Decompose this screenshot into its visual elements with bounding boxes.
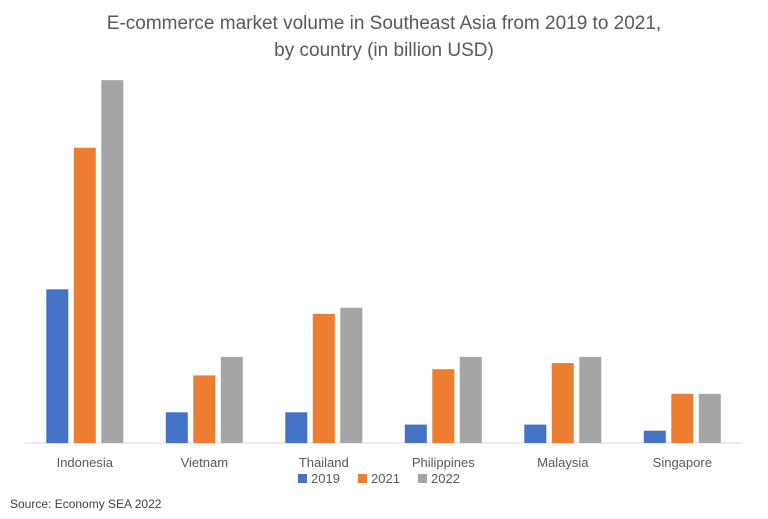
bar-malaysia-2019 — [524, 424, 547, 443]
source-note: Source: Economy SEA 2022 — [10, 497, 162, 511]
category-label-thailand: Thailand — [299, 455, 349, 470]
bar-indonesia-2022 — [101, 80, 124, 443]
chart-title: E-commerce market volume in Southeast As… — [0, 10, 768, 64]
bar-philippines-2021 — [432, 369, 455, 443]
bar-vietnam-2019 — [165, 412, 188, 444]
bar-singapore-2019 — [643, 430, 666, 443]
category-label-indonesia: Indonesia — [57, 455, 114, 470]
legend-label-2019: 2019 — [311, 471, 340, 486]
category-label-philippines: Philippines — [412, 455, 475, 470]
category-label-vietnam: Vietnam — [181, 455, 228, 470]
chart-title-line-2: by country (in billion USD) — [274, 40, 494, 61]
bar-indonesia-2019 — [46, 289, 69, 444]
bar-singapore-2021 — [671, 393, 694, 443]
bar-malaysia-2022 — [579, 356, 602, 443]
bar-singapore-2022 — [698, 393, 721, 443]
legend-label-2022: 2022 — [431, 471, 460, 486]
bar-indonesia-2021 — [73, 147, 96, 444]
bar-thailand-2022 — [340, 307, 363, 443]
bar-vietnam-2022 — [220, 356, 243, 443]
legend-label-2021: 2021 — [371, 471, 400, 486]
bar-thailand-2021 — [312, 313, 335, 444]
chart-title-line-1: E-commerce market volume in Southeast As… — [106, 13, 662, 34]
category-label-singapore: Singapore — [653, 455, 712, 470]
bar-malaysia-2021 — [551, 363, 574, 444]
bar-vietnam-2021 — [193, 375, 216, 443]
bar-philippines-2019 — [404, 424, 427, 443]
bar-thailand-2019 — [285, 412, 308, 444]
legend-swatch-2021 — [358, 474, 367, 483]
bar-philippines-2022 — [459, 356, 482, 443]
legend-swatch-2022 — [418, 474, 427, 483]
category-label-malaysia: Malaysia — [537, 455, 589, 470]
legend-swatch-2019 — [298, 474, 307, 483]
